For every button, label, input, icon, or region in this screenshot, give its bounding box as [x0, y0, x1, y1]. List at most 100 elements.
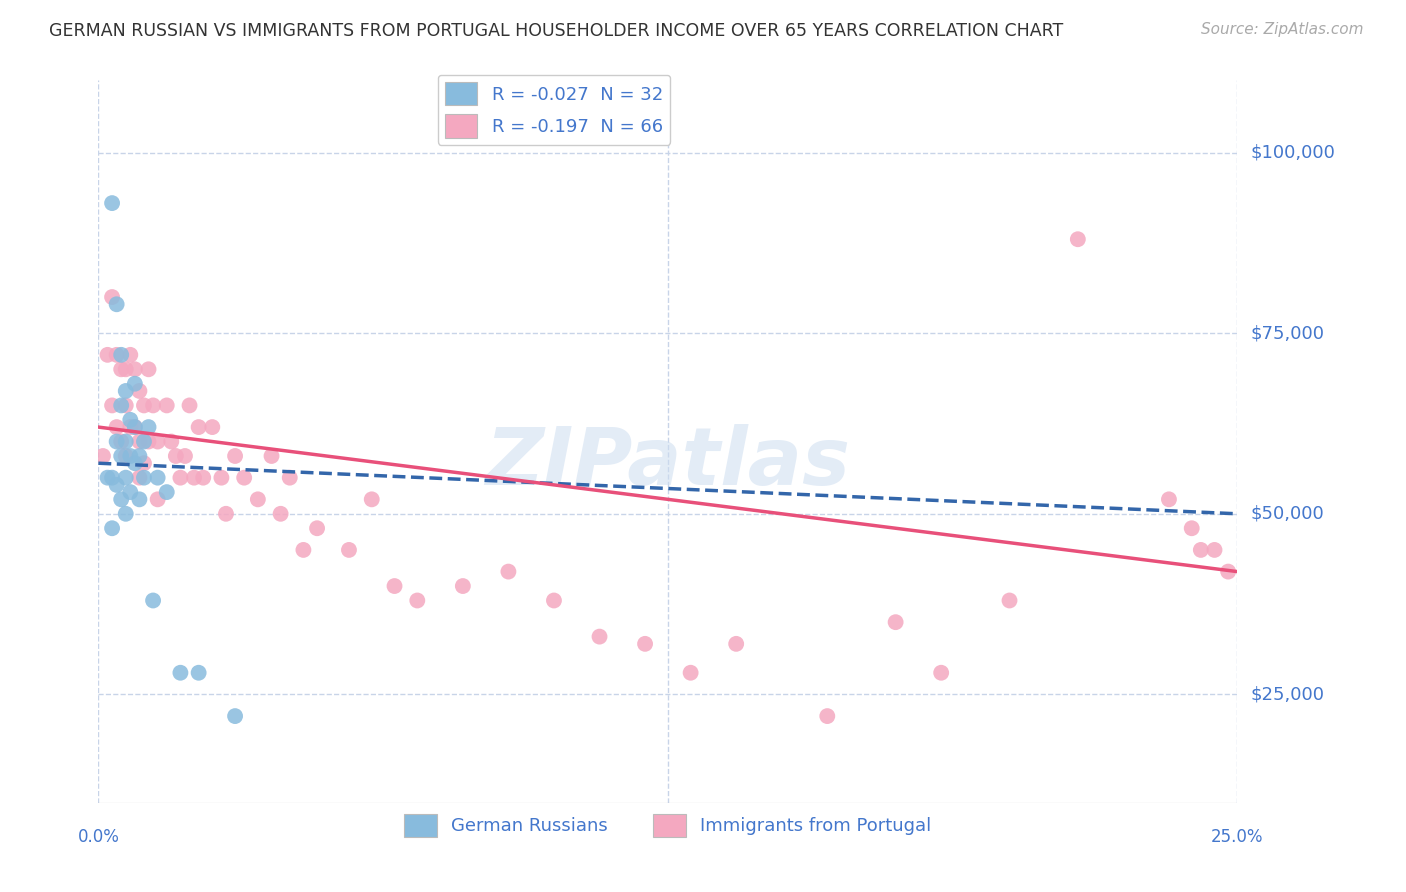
Point: [124, 376, 146, 391]
Point: [114, 449, 136, 463]
Point: [142, 398, 165, 412]
Text: Source: ZipAtlas.com: Source: ZipAtlas.com: [1201, 22, 1364, 37]
Point: [128, 434, 150, 449]
Point: [142, 593, 165, 607]
Point: [307, 521, 329, 535]
Point: [146, 492, 169, 507]
Point: [183, 470, 205, 484]
Point: [588, 630, 610, 644]
Point: [114, 384, 136, 398]
Point: [96, 348, 118, 362]
Point: [233, 470, 256, 484]
Point: [110, 348, 132, 362]
Text: $75,000: $75,000: [1251, 324, 1324, 343]
Point: [169, 470, 191, 484]
Point: [815, 709, 838, 723]
Point: [105, 434, 128, 449]
Text: ZIPatlas: ZIPatlas: [485, 425, 851, 502]
Point: [224, 709, 246, 723]
Point: [128, 470, 150, 484]
Point: [1204, 542, 1226, 557]
Point: [96, 470, 118, 484]
Point: [929, 665, 952, 680]
Point: [114, 470, 136, 484]
Text: GERMAN RUSSIAN VS IMMIGRANTS FROM PORTUGAL HOUSEHOLDER INCOME OVER 65 YEARS CORR: GERMAN RUSSIAN VS IMMIGRANTS FROM PORTUG…: [49, 22, 1063, 40]
Point: [105, 348, 128, 362]
Point: [120, 413, 142, 427]
Text: $25,000: $25,000: [1251, 685, 1324, 704]
Point: [384, 579, 406, 593]
Point: [1218, 565, 1240, 579]
Point: [138, 362, 160, 376]
Point: [110, 362, 132, 376]
Point: [124, 456, 146, 470]
Point: [884, 615, 907, 630]
Point: [209, 470, 232, 484]
Legend: German Russians, Immigrants from Portugal: German Russians, Immigrants from Portuga…: [396, 806, 939, 845]
Point: [174, 449, 197, 463]
Point: [132, 398, 155, 412]
Point: [110, 398, 132, 412]
Point: [260, 449, 283, 463]
Point: [179, 398, 201, 412]
Point: [114, 507, 136, 521]
Point: [132, 434, 155, 449]
Point: [120, 449, 142, 463]
Point: [187, 665, 209, 680]
Point: [246, 492, 269, 507]
Point: [146, 470, 169, 484]
Point: [124, 420, 146, 434]
Point: [101, 521, 124, 535]
Point: [634, 637, 657, 651]
Point: [1189, 542, 1212, 557]
Point: [292, 542, 315, 557]
Point: [101, 398, 124, 412]
Point: [406, 593, 429, 607]
Point: [101, 196, 124, 211]
Point: [124, 420, 146, 434]
Point: [1067, 232, 1090, 246]
Point: [114, 362, 136, 376]
Point: [120, 485, 142, 500]
Point: [337, 542, 360, 557]
Point: [128, 384, 150, 398]
Point: [132, 456, 155, 470]
Point: [101, 290, 124, 304]
Point: [138, 434, 160, 449]
Point: [132, 470, 155, 484]
Point: [160, 434, 183, 449]
Point: [679, 665, 702, 680]
Point: [120, 420, 142, 434]
Point: [224, 449, 246, 463]
Text: $50,000: $50,000: [1251, 505, 1324, 523]
Point: [110, 492, 132, 507]
Point: [1181, 521, 1204, 535]
Point: [165, 449, 187, 463]
Point: [105, 478, 128, 492]
Point: [91, 449, 114, 463]
Text: 0.0%: 0.0%: [77, 828, 120, 847]
Point: [128, 449, 150, 463]
Point: [110, 449, 132, 463]
Point: [124, 362, 146, 376]
Point: [193, 470, 215, 484]
Point: [725, 637, 748, 651]
Point: [187, 420, 209, 434]
Point: [101, 470, 124, 484]
Point: [146, 434, 169, 449]
Point: [201, 420, 224, 434]
Text: 25.0%: 25.0%: [1211, 828, 1264, 847]
Point: [105, 297, 128, 311]
Point: [105, 420, 128, 434]
Point: [543, 593, 565, 607]
Point: [215, 507, 238, 521]
Point: [114, 398, 136, 412]
Point: [138, 420, 160, 434]
Point: [998, 593, 1021, 607]
Point: [1157, 492, 1180, 507]
Point: [156, 485, 179, 500]
Point: [128, 492, 150, 507]
Point: [498, 565, 520, 579]
Point: [120, 348, 142, 362]
Text: $100,000: $100,000: [1251, 144, 1336, 161]
